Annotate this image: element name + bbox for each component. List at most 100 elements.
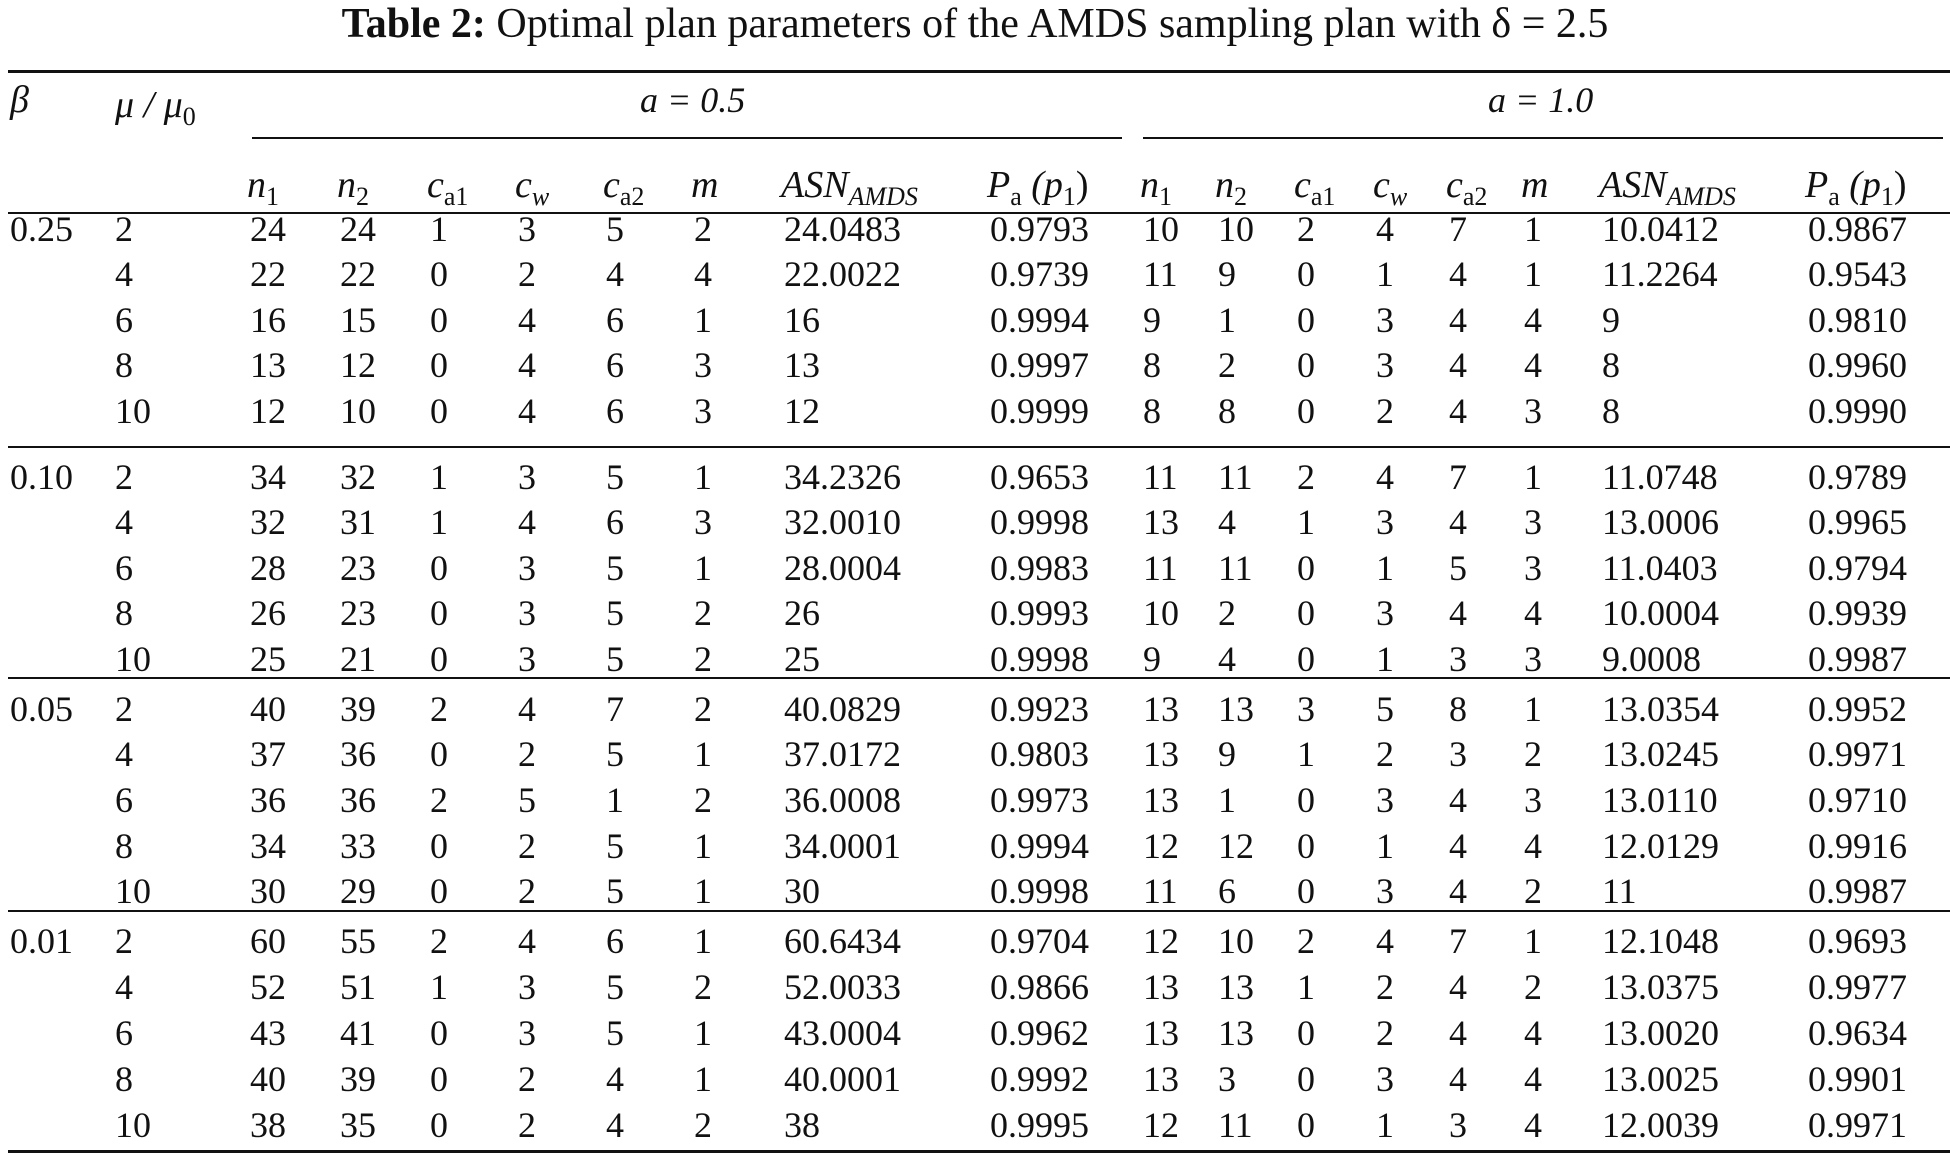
col-header-tail-sub: 1 — [1062, 182, 1076, 211]
cell-a05: 36.0008 — [784, 780, 901, 820]
cell-a10: 3 — [1376, 780, 1394, 820]
cell-a05: 40 — [250, 689, 286, 729]
col-header-sub: AMDS — [848, 182, 918, 211]
cell-a10: 0.9987 — [1808, 871, 1907, 911]
cell-a05: 1 — [430, 967, 448, 1007]
cell-a05: 2 — [430, 921, 448, 961]
cell-a05: 2 — [694, 967, 712, 1007]
cell-a10: 0 — [1297, 639, 1315, 679]
cell-a05: 3 — [694, 502, 712, 542]
cell-a10: 1 — [1524, 254, 1542, 294]
cell-a10: 9 — [1218, 734, 1236, 774]
cell-a10: 13 — [1143, 1013, 1179, 1053]
cell-ratio: 2 — [115, 457, 133, 497]
cell-a10: 3 — [1524, 502, 1542, 542]
col-header-sub: a — [1828, 182, 1840, 211]
cell-a05: 2 — [518, 1059, 536, 1099]
cell-a05: 12 — [340, 345, 376, 385]
cell-a05: 16 — [784, 300, 820, 340]
cell-a10: 8 — [1143, 391, 1161, 431]
cell-a10: 0.9960 — [1808, 345, 1907, 385]
cell-a05: 2 — [694, 593, 712, 633]
cell-a05: 6 — [606, 921, 624, 961]
cell-a10: 1 — [1376, 1105, 1394, 1145]
cell-a05: 0 — [430, 1105, 448, 1145]
cell-a10: 5 — [1376, 689, 1394, 729]
cell-a10: 9 — [1602, 300, 1620, 340]
cell-a10: 0.9987 — [1808, 639, 1907, 679]
cell-a05: 39 — [340, 1059, 376, 1099]
cell-a05: 0.9997 — [990, 345, 1089, 385]
cell-ratio: 6 — [115, 780, 133, 820]
cell-ratio: 10 — [115, 391, 151, 431]
cell-a10: 4 — [1449, 780, 1467, 820]
cell-a10: 13.0025 — [1602, 1059, 1719, 1099]
table-caption: Optimal plan parameters of the AMDS samp… — [496, 1, 1609, 47]
cell-a10: 0.9971 — [1808, 734, 1907, 774]
cell-a10: 2 — [1297, 209, 1315, 249]
col-header-a05-3: cw — [515, 165, 549, 217]
header-beta: β — [10, 80, 29, 120]
cell-a05: 35 — [340, 1105, 376, 1145]
cell-ratio: 8 — [115, 826, 133, 866]
cell-a05: 21 — [340, 639, 376, 679]
cell-a10: 0.9990 — [1808, 391, 1907, 431]
col-header-main: m — [691, 164, 719, 206]
cell-a10: 4 — [1376, 457, 1394, 497]
cell-a10: 13 — [1218, 967, 1254, 1007]
cell-a10: 2 — [1376, 967, 1394, 1007]
cell-a10: 0.9543 — [1808, 254, 1907, 294]
cell-a10: 1 — [1376, 254, 1394, 294]
col-header-a10-4: ca2 — [1446, 165, 1487, 217]
cell-a05: 24 — [250, 209, 286, 249]
cell-a10: 13.0006 — [1602, 502, 1719, 542]
cell-a05: 13 — [250, 345, 286, 385]
cell-a10: 5 — [1449, 548, 1467, 588]
col-header-main: n — [247, 164, 266, 206]
cell-a10: 0.9789 — [1808, 457, 1907, 497]
cell-a10: 0 — [1297, 300, 1315, 340]
cell-a10: 13 — [1143, 734, 1179, 774]
cell-a10: 4 — [1524, 593, 1542, 633]
cell-a05: 40.0829 — [784, 689, 901, 729]
col-header-main: c — [1294, 164, 1311, 206]
cell-a10: 10 — [1218, 921, 1254, 961]
cell-a05: 0.9998 — [990, 502, 1089, 542]
cell-a05: 1 — [694, 826, 712, 866]
col-header-main: P — [987, 164, 1011, 206]
cell-ratio: 2 — [115, 689, 133, 729]
cell-a10: 1 — [1218, 300, 1236, 340]
cell-a05: 3 — [518, 1013, 536, 1053]
cell-a05: 2 — [694, 209, 712, 249]
col-header-main: c — [1446, 164, 1463, 206]
cell-a10: 8 — [1602, 391, 1620, 431]
cell-a05: 23 — [340, 593, 376, 633]
cell-a05: 0.9793 — [990, 209, 1089, 249]
section-rule-2 — [8, 677, 1950, 679]
cell-a05: 0 — [430, 639, 448, 679]
cell-a10: 0.9693 — [1808, 921, 1907, 961]
cell-a05: 24.0483 — [784, 209, 901, 249]
cell-a10: 4 — [1449, 391, 1467, 431]
cell-a05: 0.9739 — [990, 254, 1089, 294]
cell-a05: 1 — [694, 457, 712, 497]
cell-a10: 12.1048 — [1602, 921, 1719, 961]
cell-a10: 0.9901 — [1808, 1059, 1907, 1099]
cell-a05: 0 — [430, 734, 448, 774]
cell-a05: 32 — [340, 457, 376, 497]
cell-a10: 3 — [1376, 502, 1394, 542]
cell-a10: 9.0008 — [1602, 639, 1701, 679]
cell-a10: 4 — [1449, 502, 1467, 542]
cell-a05: 0.9983 — [990, 548, 1089, 588]
cell-a10: 0.9939 — [1808, 593, 1907, 633]
cell-a05: 0 — [430, 254, 448, 294]
cell-a05: 0.9992 — [990, 1059, 1089, 1099]
cell-a10: 9 — [1218, 254, 1236, 294]
cell-a10: 13 — [1218, 1013, 1254, 1053]
cell-a05: 2 — [694, 1105, 712, 1145]
cell-a10: 0.9952 — [1808, 689, 1907, 729]
group-header-a05: a = 0.5 — [640, 80, 746, 120]
cell-a05: 5 — [606, 457, 624, 497]
cell-a05: 2 — [518, 734, 536, 774]
cell-a05: 2 — [430, 780, 448, 820]
